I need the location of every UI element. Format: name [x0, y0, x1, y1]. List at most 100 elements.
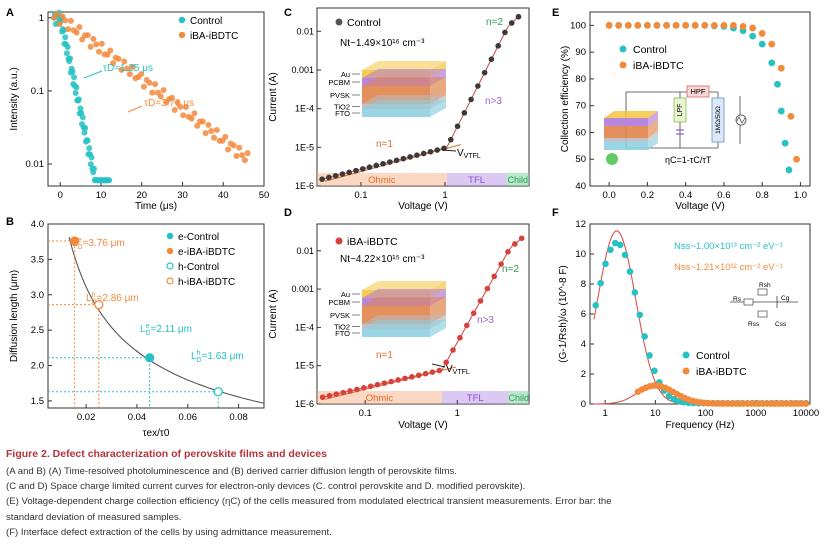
- legend-b: e-Control e-iBA-iBDTC h-Control h-iBA-iB…: [166, 232, 235, 288]
- a-point-ibdtc: [244, 150, 251, 157]
- f-ytick-label: 8: [581, 279, 586, 290]
- tau-arrow-control: [83, 70, 103, 79]
- e-ytick-label: 80: [575, 74, 586, 85]
- e-point-control: [768, 59, 776, 67]
- plot-frame-d: [316, 223, 530, 405]
- e-point-ibdtc: [634, 21, 642, 29]
- f-nss-ibdtc: Nss~1.21×10¹² cm⁻² eV⁻¹: [674, 262, 783, 273]
- sclc-point: [457, 334, 463, 341]
- sclc-point: [436, 367, 443, 374]
- sclc-point: [429, 369, 436, 375]
- sclc-point: [518, 235, 525, 242]
- legend-e-ibdtc: e-iBA-iBDTC: [178, 247, 235, 258]
- sclc-point: [380, 160, 386, 167]
- e-point-ibdtc: [672, 21, 680, 29]
- e-point-ibdtc: [793, 155, 801, 163]
- f-point-control: [651, 367, 658, 375]
- sclc-point: [387, 159, 393, 165]
- legend-control-a: Control: [190, 16, 222, 27]
- b-fit-curve: [68, 236, 265, 404]
- panel-label-c: C: [284, 7, 292, 19]
- sclc-point: [415, 372, 422, 379]
- a-point-control: [71, 74, 78, 81]
- ylabel-b: Diffusion length (μm): [9, 270, 20, 362]
- a-point-control: [106, 177, 113, 184]
- panel-c: C Voltage (V) Current (A) Ohmic TFL Child …: [268, 7, 530, 212]
- a-ytick-label: 0.1: [31, 86, 44, 97]
- e-point-ibdtc: [643, 21, 651, 29]
- sclc-point: [461, 110, 468, 116]
- sclc-point: [333, 391, 340, 397]
- b-ytick-label: 4.0: [31, 219, 44, 230]
- a-point-ibdtc: [53, 10, 60, 17]
- a-point-ibdtc: [239, 152, 246, 159]
- a-point-ibdtc: [230, 142, 237, 149]
- a-point-ibdtc: [140, 83, 147, 90]
- cell-layer-side: [648, 131, 658, 142]
- tfl-label: TFL: [468, 175, 485, 186]
- f-xtick-label: 10000: [793, 408, 819, 419]
- sclc-point: [359, 166, 366, 172]
- f-xtick-label: 1000: [745, 408, 766, 419]
- a-point-ibdtc: [98, 40, 105, 47]
- e-point-ibdtc: [749, 24, 757, 32]
- legend-marker-ibdtc: [178, 31, 186, 39]
- e-xtick-label: 0.4: [679, 190, 692, 201]
- plot-frame-b: [47, 223, 265, 409]
- css-label: Css: [775, 321, 787, 328]
- child-band: [506, 173, 529, 186]
- a-point-ibdtc: [194, 122, 201, 129]
- legend-marker-e-ibdtc: [166, 247, 174, 255]
- d-vtfl: VVTFL: [446, 364, 470, 376]
- legend-marker-ibdtc-e: [619, 61, 627, 69]
- f-ytick-label: 10: [575, 249, 586, 260]
- light-source-icon: [606, 153, 618, 165]
- a-point-ibdtc: [211, 134, 218, 141]
- f-point-control: [665, 392, 673, 400]
- a-point-control: [87, 161, 94, 168]
- sclc-point: [495, 43, 501, 49]
- b-label-e-control: Le D=2.11 μm: [140, 323, 192, 337]
- f-xtick-label: 1: [602, 408, 607, 419]
- a-xtick-label: 30: [177, 190, 188, 201]
- ylabel-a: Intensity (a.u.): [9, 67, 20, 130]
- c-vtfl: VVTFL: [457, 148, 481, 160]
- a-xtick-label: 20: [136, 190, 147, 201]
- panel-d: D Voltage (V) Current (A) Ohmic TFL Child …: [268, 207, 530, 431]
- panel-label-e: E: [552, 7, 559, 19]
- e-point-ibdtc: [787, 113, 795, 120]
- sclc-ytick-label: 0.01: [296, 26, 314, 36]
- sclc-point: [347, 388, 353, 394]
- e-xtick-label: 0.0: [603, 190, 616, 201]
- layer-top-fto: [362, 320, 446, 329]
- e-point-control: [785, 166, 793, 174]
- legend-e: Control iBA-iBDTC: [619, 44, 684, 72]
- layer-top-au: [362, 61, 446, 70]
- d-n3: n>3: [477, 315, 494, 326]
- sclc-point: [353, 167, 359, 174]
- layer-top-pvsk: [362, 77, 446, 86]
- a-point-control: [77, 105, 84, 112]
- layer-top-pvsk: [362, 297, 446, 306]
- tau-label-control: τD=1.25 μs: [103, 63, 153, 74]
- b-ytick-label: 3.5: [31, 254, 44, 265]
- f-ytick-label: 12: [575, 219, 586, 230]
- sclc-point: [420, 150, 427, 157]
- a-point-ibdtc: [129, 63, 136, 70]
- tfl-band: [441, 391, 509, 404]
- a-point-control: [86, 145, 93, 152]
- e-point-ibdtc: [768, 40, 776, 48]
- sclc-ytick-label: 1E-4: [295, 104, 314, 114]
- b-point-e-iba-ibdtc: [70, 236, 80, 246]
- a-point-ibdtc: [104, 51, 111, 58]
- legend-marker-ibdtc-f: [682, 367, 690, 375]
- c-legend-marker: [335, 18, 343, 26]
- sclc-point: [393, 157, 400, 164]
- a-point-ibdtc: [202, 130, 209, 137]
- plot-frame-a: [47, 11, 265, 187]
- cell-layer: [604, 142, 648, 150]
- a-point-ibdtc: [96, 48, 103, 55]
- cell-layer-side: [648, 111, 658, 126]
- a-point-control: [62, 34, 69, 41]
- legend-control-f: Control: [696, 350, 730, 362]
